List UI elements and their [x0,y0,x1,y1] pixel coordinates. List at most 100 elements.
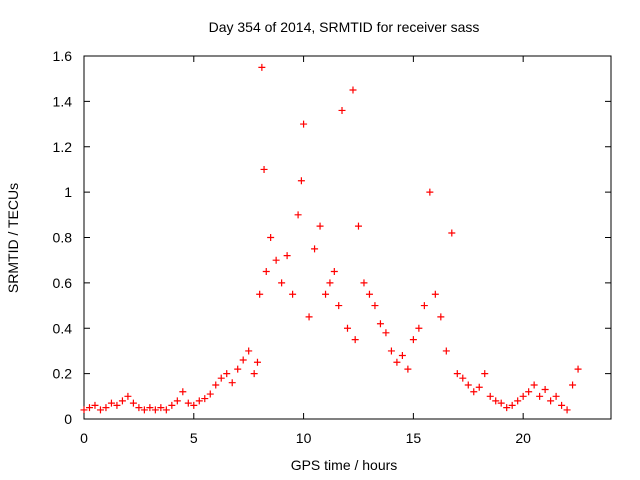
plot-area [80,55,612,420]
data-point [475,383,483,391]
data-point [184,399,192,407]
data-point [206,390,214,398]
data-point [393,358,401,366]
data-point [497,399,505,407]
data-point [420,302,428,310]
data-point [558,401,566,409]
data-point [102,404,110,412]
data-point [442,347,450,355]
data-point [239,356,247,364]
data-point [96,406,104,414]
data-point [371,302,379,310]
y-tick-label: 1 [64,184,72,200]
data-point [262,268,270,276]
x-tick-label: 10 [296,430,312,446]
x-axis-label: GPS time / hours [291,457,398,473]
y-tick-label: 1.4 [53,93,73,109]
data-point [360,279,368,287]
data-point [223,370,231,378]
data-point [382,329,390,337]
data-point [344,324,351,332]
data-point [481,370,489,378]
data-point [135,404,143,412]
data-point [541,386,549,394]
data-point [530,381,538,389]
data-point [376,320,384,328]
x-tick-label: 20 [515,430,531,446]
y-tick-label: 0.4 [53,320,73,336]
data-point [260,165,268,173]
data-point [335,302,343,310]
data-point [234,365,242,373]
data-point [300,120,308,128]
data-point [129,399,137,407]
y-tick-label: 0.8 [53,230,73,246]
data-point [80,406,88,414]
data-point [113,401,121,409]
y-tick-label: 0.2 [53,366,73,382]
data-point [316,222,324,230]
data-point [349,86,357,94]
data-point [91,401,99,409]
data-point [326,279,334,287]
data-point [569,381,577,389]
data-point [272,256,280,264]
data-point [289,290,297,298]
data-point [508,401,516,409]
data-point [492,397,500,405]
data-point [404,365,412,373]
data-point [253,358,261,366]
data-point [124,392,132,400]
data-point [354,222,362,230]
data-point [464,381,472,389]
data-point [195,397,203,405]
data-point [146,404,154,412]
data-point [256,290,264,298]
data-point [173,397,181,405]
data-point [228,379,236,387]
chart-title: Day 354 of 2014, SRMTID for receiver sas… [209,19,480,35]
data-point [415,324,423,332]
data-point [574,365,582,373]
data-point [322,290,330,298]
data-point [547,397,555,405]
data-point [409,336,417,344]
data-point [305,313,313,321]
data-point [151,406,159,414]
data-point [536,392,544,400]
data-point [168,401,176,409]
y-tick-label: 0 [64,411,72,427]
x-tick-label: 15 [406,430,422,446]
data-point [212,381,220,389]
data-point [365,290,373,298]
data-point [140,406,148,414]
data-point [470,388,478,396]
axis-ticks: 0 0.2 0.4 0.6 0.8 1 1.2 1.4 1.6 0 5 10 15 20 [53,48,611,446]
data-point [162,406,170,414]
data-point [486,392,494,400]
x-tick-label: 5 [190,430,198,446]
data-point [351,336,359,344]
data-point [338,106,346,114]
data-point [519,392,527,400]
data-point [201,395,209,403]
data-point [311,245,319,253]
data-point [398,351,406,359]
data-point [459,374,467,382]
data-point [431,290,439,298]
data-point [85,404,93,412]
y-tick-label: 1.6 [53,48,73,64]
data-point [258,63,266,71]
data-point [525,388,533,396]
data-point [278,279,286,287]
data-point [294,211,302,219]
data-point [453,370,461,378]
data-point [297,177,305,185]
data-point [283,252,291,260]
data-point [245,347,253,355]
data-point [448,229,456,237]
data-point [118,397,126,405]
x-tick-label: 0 [80,430,88,446]
data-point [503,404,511,412]
